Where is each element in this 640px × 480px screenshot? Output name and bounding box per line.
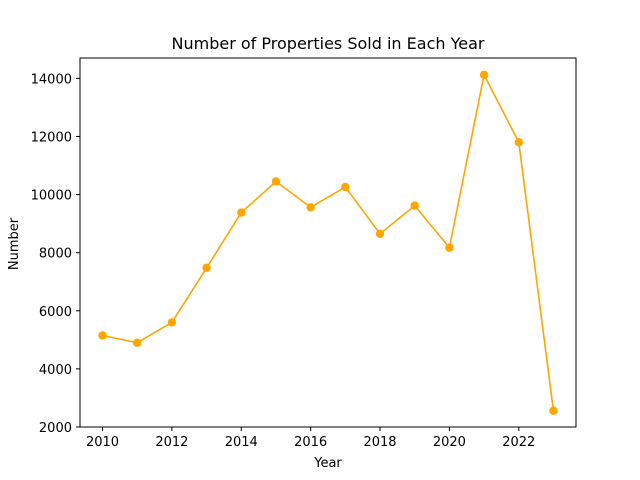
x-tick-label: 2010	[86, 435, 119, 450]
data-point	[341, 182, 350, 192]
y-tick-label: 12000	[31, 130, 72, 145]
data-point	[133, 338, 142, 347]
data-point	[514, 138, 523, 147]
x-tick-label: 2020	[433, 435, 466, 450]
series-line	[102, 72, 555, 411]
data-point	[549, 406, 558, 415]
data-point	[167, 318, 177, 327]
chart-title: Number of Properties Sold in Each Year	[172, 34, 485, 53]
y-tick-label: 8000	[39, 247, 72, 262]
plot-area: 2010 2012 2014 2016 2018 2020 2022 2000 4000 6000…	[31, 57, 577, 450]
data-point	[98, 331, 107, 340]
x-tick-label: 2016	[294, 435, 327, 450]
y-tick-label: 2000	[39, 421, 72, 436]
data-point	[306, 203, 315, 212]
plot-frame	[79, 57, 577, 428]
y-tick-label: 10000	[31, 189, 72, 204]
x-tick-label: 2014	[225, 435, 258, 450]
data-point	[479, 70, 489, 80]
x-tick-label: 2022	[502, 435, 535, 450]
data-point	[375, 229, 385, 238]
y-tick-label: 4000	[39, 363, 72, 378]
y-tick-label: 6000	[39, 305, 72, 320]
data-point	[410, 201, 419, 210]
x-tick-label: 2012	[155, 435, 188, 450]
y-tick-label: 14000	[31, 72, 72, 87]
data-point	[202, 263, 211, 272]
data-point	[271, 177, 281, 186]
y-axis-title: Number	[7, 217, 22, 270]
data-point	[237, 208, 246, 217]
x-axis-title: Year	[313, 456, 342, 471]
x-tick-label: 2018	[363, 435, 396, 450]
data-point	[445, 243, 454, 252]
